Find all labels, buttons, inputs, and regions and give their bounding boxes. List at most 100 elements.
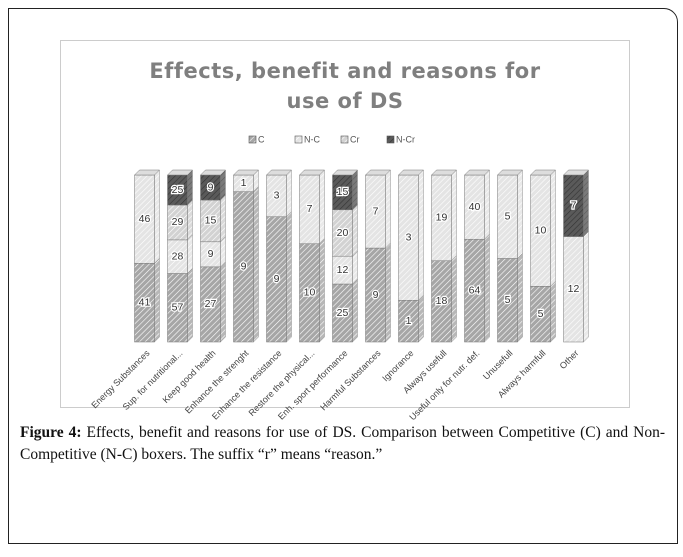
- bar-side: [550, 169, 556, 287]
- value-label: 9: [208, 181, 214, 193]
- value-label: 3: [274, 190, 280, 202]
- legend-swatch: [386, 135, 395, 144]
- bar-side: [352, 278, 358, 343]
- legend-label: Cr: [350, 134, 360, 144]
- value-label: 15: [205, 215, 217, 227]
- value-label: 9: [373, 289, 379, 301]
- bar-side: [418, 294, 424, 343]
- caption-label: Figure 4:: [20, 424, 82, 441]
- bar-side: [550, 280, 556, 343]
- bar-side: [286, 169, 292, 218]
- value-label: 7: [307, 203, 313, 215]
- figure-caption: Figure 4: Effects, benefit and reasons f…: [20, 422, 665, 466]
- x-tick-label: Energy Substances: [89, 348, 152, 411]
- value-label: 46: [139, 213, 151, 225]
- bar-top: [496, 169, 524, 176]
- chart-title: Effects, benefit and reasons for use of …: [149, 59, 541, 113]
- bar-side: [352, 250, 358, 285]
- bar-side: [220, 261, 226, 343]
- caption-text: Effects, benefit and reasons for use of …: [20, 424, 665, 463]
- legend-label: N-C: [304, 134, 320, 144]
- bar-top: [562, 169, 590, 176]
- bar-side: [451, 255, 457, 343]
- bar-top: [331, 169, 359, 176]
- x-tick-label: Harmful Substances: [318, 348, 383, 413]
- bar-top: [232, 169, 260, 176]
- bar-side: [253, 186, 259, 343]
- bar-side: [352, 204, 358, 257]
- x-tick-label: Enhance the strenght: [183, 348, 251, 416]
- value-label: 41: [139, 296, 151, 308]
- value-label: 25: [172, 184, 184, 196]
- value-label: 15: [337, 186, 349, 198]
- chart-panel: [60, 40, 630, 408]
- value-label: 20: [337, 227, 349, 239]
- bar-side: [385, 242, 391, 343]
- bar-top: [133, 169, 161, 176]
- bar-top: [265, 169, 293, 176]
- value-label: 10: [535, 224, 547, 236]
- value-label: 25: [337, 307, 349, 319]
- x-tick-label: Other: [558, 348, 581, 371]
- bar-top: [463, 169, 491, 176]
- bar-top: [199, 169, 227, 176]
- value-label: 7: [373, 205, 379, 217]
- value-label: 29: [172, 216, 184, 228]
- value-label: 28: [172, 250, 184, 262]
- bar-side: [517, 252, 523, 343]
- bar-side: [484, 169, 490, 240]
- bar-side: [385, 169, 391, 249]
- bar-side: [187, 199, 193, 241]
- bar-top: [529, 169, 557, 176]
- bar-side: [484, 233, 490, 343]
- value-label: 3: [406, 231, 412, 243]
- bar-side: [187, 267, 193, 343]
- legend-swatch: [340, 135, 349, 144]
- value-label: 12: [568, 283, 580, 295]
- value-label: 1: [241, 177, 247, 189]
- bar-side: [154, 169, 160, 264]
- value-label: 9: [208, 248, 214, 260]
- bar-top: [364, 169, 392, 176]
- legend-label: C: [258, 134, 265, 144]
- value-label: 10: [304, 287, 316, 299]
- bar-side: [220, 194, 226, 243]
- bar-side: [583, 230, 589, 343]
- figure-frame: [8, 8, 678, 544]
- value-label: 19: [436, 212, 448, 224]
- bar-side: [517, 169, 523, 260]
- bar-top: [430, 169, 458, 176]
- x-tick-label: Sup. for nutritional...: [121, 348, 185, 412]
- bar-side: [187, 169, 193, 206]
- value-label: 18: [436, 295, 448, 307]
- value-label: 9: [274, 273, 280, 285]
- value-label: 12: [337, 264, 349, 276]
- bar-side: [286, 211, 292, 343]
- legend-swatch: [294, 135, 303, 144]
- bar-side: [352, 169, 358, 211]
- bar-side: [583, 169, 589, 238]
- legend-swatch: [248, 135, 257, 144]
- value-label: 40: [469, 201, 481, 213]
- value-label: 5: [505, 294, 511, 306]
- bar-side: [418, 169, 424, 301]
- value-label: 5: [505, 211, 511, 223]
- bar-side: [319, 238, 325, 343]
- value-label: 9: [241, 261, 247, 273]
- bar-side: [187, 234, 193, 275]
- x-tick-label: Restore the physical...: [247, 348, 317, 418]
- value-label: 1: [406, 315, 412, 327]
- x-tick-label: Unusefull: [481, 348, 515, 382]
- bar-top: [397, 169, 425, 176]
- value-label: 64: [469, 284, 481, 296]
- bar-top: [166, 169, 194, 176]
- legend-label: N-Cr: [396, 134, 415, 144]
- bar-side: [319, 169, 325, 245]
- value-label: 57: [172, 302, 184, 314]
- value-label: 27: [205, 298, 217, 310]
- bar-top: [298, 169, 326, 176]
- value-label: 7: [571, 200, 577, 212]
- bar-side: [451, 169, 457, 262]
- value-label: 5: [538, 308, 544, 320]
